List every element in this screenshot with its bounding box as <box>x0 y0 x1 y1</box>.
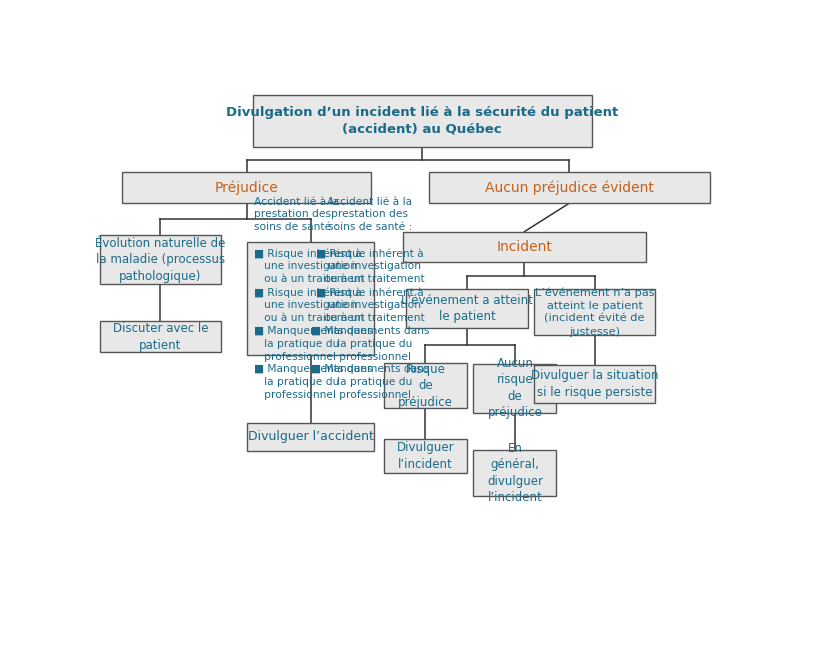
FancyBboxPatch shape <box>246 242 374 355</box>
Text: Accident lié à la
prestation des
soins de santé :

■ Risque inhérent à
   une in: Accident lié à la prestation des soins d… <box>311 197 429 400</box>
FancyBboxPatch shape <box>122 173 371 203</box>
FancyBboxPatch shape <box>473 450 556 496</box>
Text: L’événement n’a pas
atteint le patient
(incident évité de
justesse): L’événement n’a pas atteint le patient (… <box>535 287 654 337</box>
FancyBboxPatch shape <box>534 365 655 404</box>
Text: Divulguer l’accident: Divulguer l’accident <box>247 430 373 444</box>
Text: Préjudice: Préjudice <box>215 181 279 195</box>
FancyBboxPatch shape <box>534 289 655 336</box>
Text: Divulguer
l’incident: Divulguer l’incident <box>396 442 454 471</box>
FancyBboxPatch shape <box>403 231 646 262</box>
FancyBboxPatch shape <box>100 321 221 352</box>
Text: Risque
de
préjudice: Risque de préjudice <box>398 363 453 409</box>
FancyBboxPatch shape <box>473 364 556 413</box>
FancyBboxPatch shape <box>246 423 374 451</box>
Text: En
général,
divulguer
l’incident: En général, divulguer l’incident <box>487 442 543 504</box>
Text: Aucun préjudice évident: Aucun préjudice évident <box>485 181 653 195</box>
Text: Divulguer la situation
si le risque persiste: Divulguer la situation si le risque pers… <box>531 370 658 399</box>
Text: Aucun
risque
de
préjudice: Aucun risque de préjudice <box>488 357 542 420</box>
FancyBboxPatch shape <box>428 173 709 203</box>
Text: Évolution naturelle de
la maladie (processus
pathologique): Évolution naturelle de la maladie (proce… <box>96 237 226 283</box>
FancyBboxPatch shape <box>384 440 467 473</box>
Text: Accident lié à la
prestation des
soins de santé :

■ Risque inhérent à
   une in: Accident lié à la prestation des soins d… <box>255 197 372 400</box>
FancyBboxPatch shape <box>384 363 467 408</box>
Text: Divulgation d’un incident lié à la sécurité du patient
(accident) au Québec: Divulgation d’un incident lié à la sécur… <box>226 106 619 136</box>
Text: L’événement a atteint
le patient: L’événement a atteint le patient <box>401 294 533 323</box>
Text: Incident: Incident <box>497 240 552 254</box>
FancyBboxPatch shape <box>253 95 592 147</box>
Text: Discuter avec le
patient: Discuter avec le patient <box>113 322 208 352</box>
FancyBboxPatch shape <box>406 289 527 328</box>
FancyBboxPatch shape <box>100 235 221 284</box>
